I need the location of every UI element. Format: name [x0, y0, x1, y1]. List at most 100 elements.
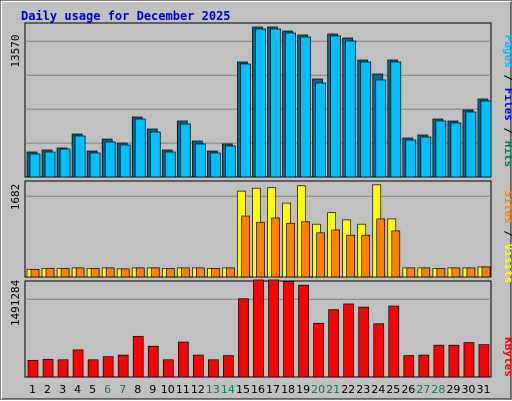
- pages-bar: [119, 144, 131, 178]
- kbytes-bar: [253, 279, 264, 378]
- kbytes-bar: [283, 281, 294, 378]
- legend-hits-files-pages: Pages / Files / Hits: [502, 35, 512, 168]
- day-label: 10: [161, 383, 175, 396]
- kbytes-bar: [298, 284, 309, 378]
- day-label: 9: [149, 383, 156, 396]
- day-label: 31: [476, 383, 490, 396]
- pages-bar: [315, 82, 326, 178]
- sites-bar: [165, 268, 175, 278]
- sites-bar: [75, 267, 85, 278]
- day-label: 4: [74, 383, 81, 396]
- day-label: 5: [89, 383, 96, 396]
- sites-bar: [301, 221, 310, 278]
- day-label: 7: [119, 383, 126, 396]
- pages-bar: [300, 36, 311, 178]
- sites-bar: [466, 267, 476, 278]
- sites-bar: [105, 267, 115, 278]
- legend-visits-sites: Sites / Visits: [502, 191, 512, 284]
- legend-kbytes: KBytes: [502, 337, 512, 377]
- kbytes-bar: [42, 358, 54, 378]
- kbytes-bar: [117, 354, 129, 378]
- kbytes-bar: [208, 359, 219, 378]
- day-label: 30: [461, 383, 475, 396]
- sites-bar: [256, 221, 265, 278]
- pages-bar: [134, 118, 146, 178]
- kbytes-bar: [313, 322, 324, 378]
- sites-bar: [60, 268, 70, 278]
- kbytes-bar: [72, 349, 84, 378]
- sites-bar: [346, 234, 356, 278]
- y-max-label-visits: 1682: [9, 184, 22, 211]
- sites-bar: [30, 268, 40, 278]
- day-label: 26: [401, 383, 415, 396]
- day-label: 13: [206, 383, 220, 396]
- sites-bar: [391, 230, 401, 278]
- kbytes-bar: [448, 344, 460, 378]
- sites-bar: [211, 268, 220, 278]
- kbytes-bar: [478, 344, 490, 378]
- sites-bar: [120, 268, 130, 278]
- day-label: 2: [44, 383, 51, 396]
- sites-bar: [361, 234, 371, 278]
- sites-bar: [451, 267, 461, 278]
- y-max-label-kbytes: 1491284: [9, 279, 22, 326]
- day-label: 3: [59, 383, 66, 396]
- sites-bar: [90, 268, 100, 278]
- pages-bar: [240, 63, 251, 178]
- kbytes-bar: [433, 344, 445, 378]
- day-label: 25: [386, 383, 400, 396]
- pages-bar: [405, 139, 417, 178]
- kbytes-bar: [177, 341, 189, 378]
- day-label: 23: [356, 383, 370, 396]
- sites-bar: [150, 267, 160, 278]
- sites-bar: [481, 266, 491, 278]
- pages-bar: [179, 123, 191, 178]
- kbytes-bar: [373, 323, 385, 378]
- chart-title: Daily usage for December 2025: [21, 9, 231, 23]
- pages-bar: [480, 100, 492, 178]
- kbytes-bar: [388, 305, 400, 378]
- pages-bar: [420, 136, 432, 178]
- pages-bar: [59, 148, 71, 178]
- kbytes-bar: [162, 359, 174, 378]
- pages-bar: [270, 28, 281, 178]
- day-label: 15: [236, 383, 250, 396]
- pages-bar: [330, 35, 341, 178]
- kbytes-bar: [403, 355, 415, 378]
- day-label: 22: [341, 383, 355, 396]
- kbytes-bar: [343, 303, 355, 378]
- sites-bar: [316, 232, 325, 278]
- day-label: 24: [371, 383, 385, 396]
- pages-bar: [360, 61, 372, 178]
- sites-bar: [45, 268, 55, 278]
- day-label: 16: [251, 383, 265, 396]
- kbytes-bar: [463, 342, 475, 378]
- kbytes-bar: [102, 356, 114, 378]
- sites-bar: [421, 267, 431, 278]
- sites-bar: [135, 267, 145, 278]
- pages-bar: [285, 32, 296, 178]
- pages-bar: [435, 120, 447, 178]
- pages-bar: [390, 61, 402, 178]
- sites-bar: [241, 215, 250, 278]
- sites-bar: [196, 267, 205, 278]
- pages-bar: [255, 28, 266, 178]
- kbytes-bar: [57, 359, 69, 378]
- day-label: 27: [416, 383, 430, 396]
- pages-bar: [89, 152, 101, 178]
- day-label: 11: [176, 383, 190, 396]
- day-label: 17: [266, 383, 280, 396]
- pages-bar: [104, 141, 116, 178]
- pages-bar: [345, 40, 357, 178]
- day-label: 20: [311, 383, 325, 396]
- kbytes-bar: [268, 279, 279, 378]
- kbytes-bar: [223, 355, 234, 378]
- kbytes-bar: [418, 354, 430, 378]
- sites-bar: [331, 229, 340, 278]
- y-max-label-hits: 13570: [9, 34, 22, 67]
- pages-bar: [29, 153, 41, 178]
- kbytes-bar: [147, 345, 159, 378]
- pages-bar: [44, 151, 56, 178]
